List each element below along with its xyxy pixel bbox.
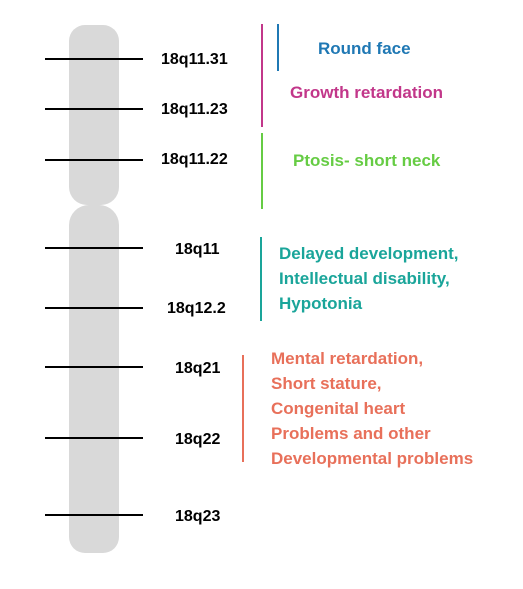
band-line-18q22: [45, 437, 143, 439]
phenotype-intellectual-disability: Intellectual disability,: [279, 269, 450, 288]
band-line-18q23: [45, 514, 143, 516]
phenotype-delayed-development-group: Delayed development, Intellectual disabi…: [279, 241, 459, 316]
phenotype-short-stature: Short stature,: [271, 374, 382, 393]
band-label-18q11-23: 18q11.23: [161, 101, 228, 118]
band-label-18q12-2: 18q12.2: [167, 300, 226, 317]
band-label-18q11-22: 18q11.22: [161, 151, 228, 168]
band-line-18q11-23: [45, 108, 143, 110]
bracket-ptosis: [261, 133, 263, 209]
band-line-18q11: [45, 247, 143, 249]
band-label-18q11-31: 18q11.31: [161, 51, 228, 68]
chromosome-upper-segment: [69, 25, 119, 205]
band-line-18q11-22: [45, 159, 143, 161]
bracket-growth-retardation: [261, 24, 263, 127]
phenotype-mental-retardation-group: Mental retardation, Short stature, Conge…: [271, 346, 473, 471]
phenotype-delayed-development: Delayed development,: [279, 244, 459, 263]
band-label-18q23: 18q23: [175, 508, 221, 525]
phenotype-hypotonia: Hypotonia: [279, 294, 363, 313]
phenotype-ptosis-short-neck: Ptosis- short neck: [293, 151, 441, 170]
phenotype-mental-retardation: Mental retardation,: [271, 349, 424, 368]
phenotype-problems-and-other: Problems and other: [271, 424, 431, 443]
phenotype-congenital-heart: Congenital heart: [271, 399, 406, 418]
band-label-18q21: 18q21: [175, 360, 221, 377]
band-line-18q11-31: [45, 58, 143, 60]
phenotype-developmental-problems: Developmental problems: [271, 449, 474, 468]
phenotype-round-face: Round face: [318, 39, 411, 58]
bracket-round-face: [277, 24, 279, 71]
band-label-18q11: 18q11: [175, 241, 220, 258]
bracket-delayed-development: [260, 237, 262, 321]
phenotype-growth-retardation: Growth retardation: [290, 83, 444, 102]
band-line-18q21: [45, 366, 143, 368]
band-label-18q22: 18q22: [175, 431, 221, 448]
chromosome-lower-segment: [69, 205, 119, 553]
bracket-mental-retardation: [242, 355, 244, 462]
band-line-18q12-2: [45, 307, 143, 309]
